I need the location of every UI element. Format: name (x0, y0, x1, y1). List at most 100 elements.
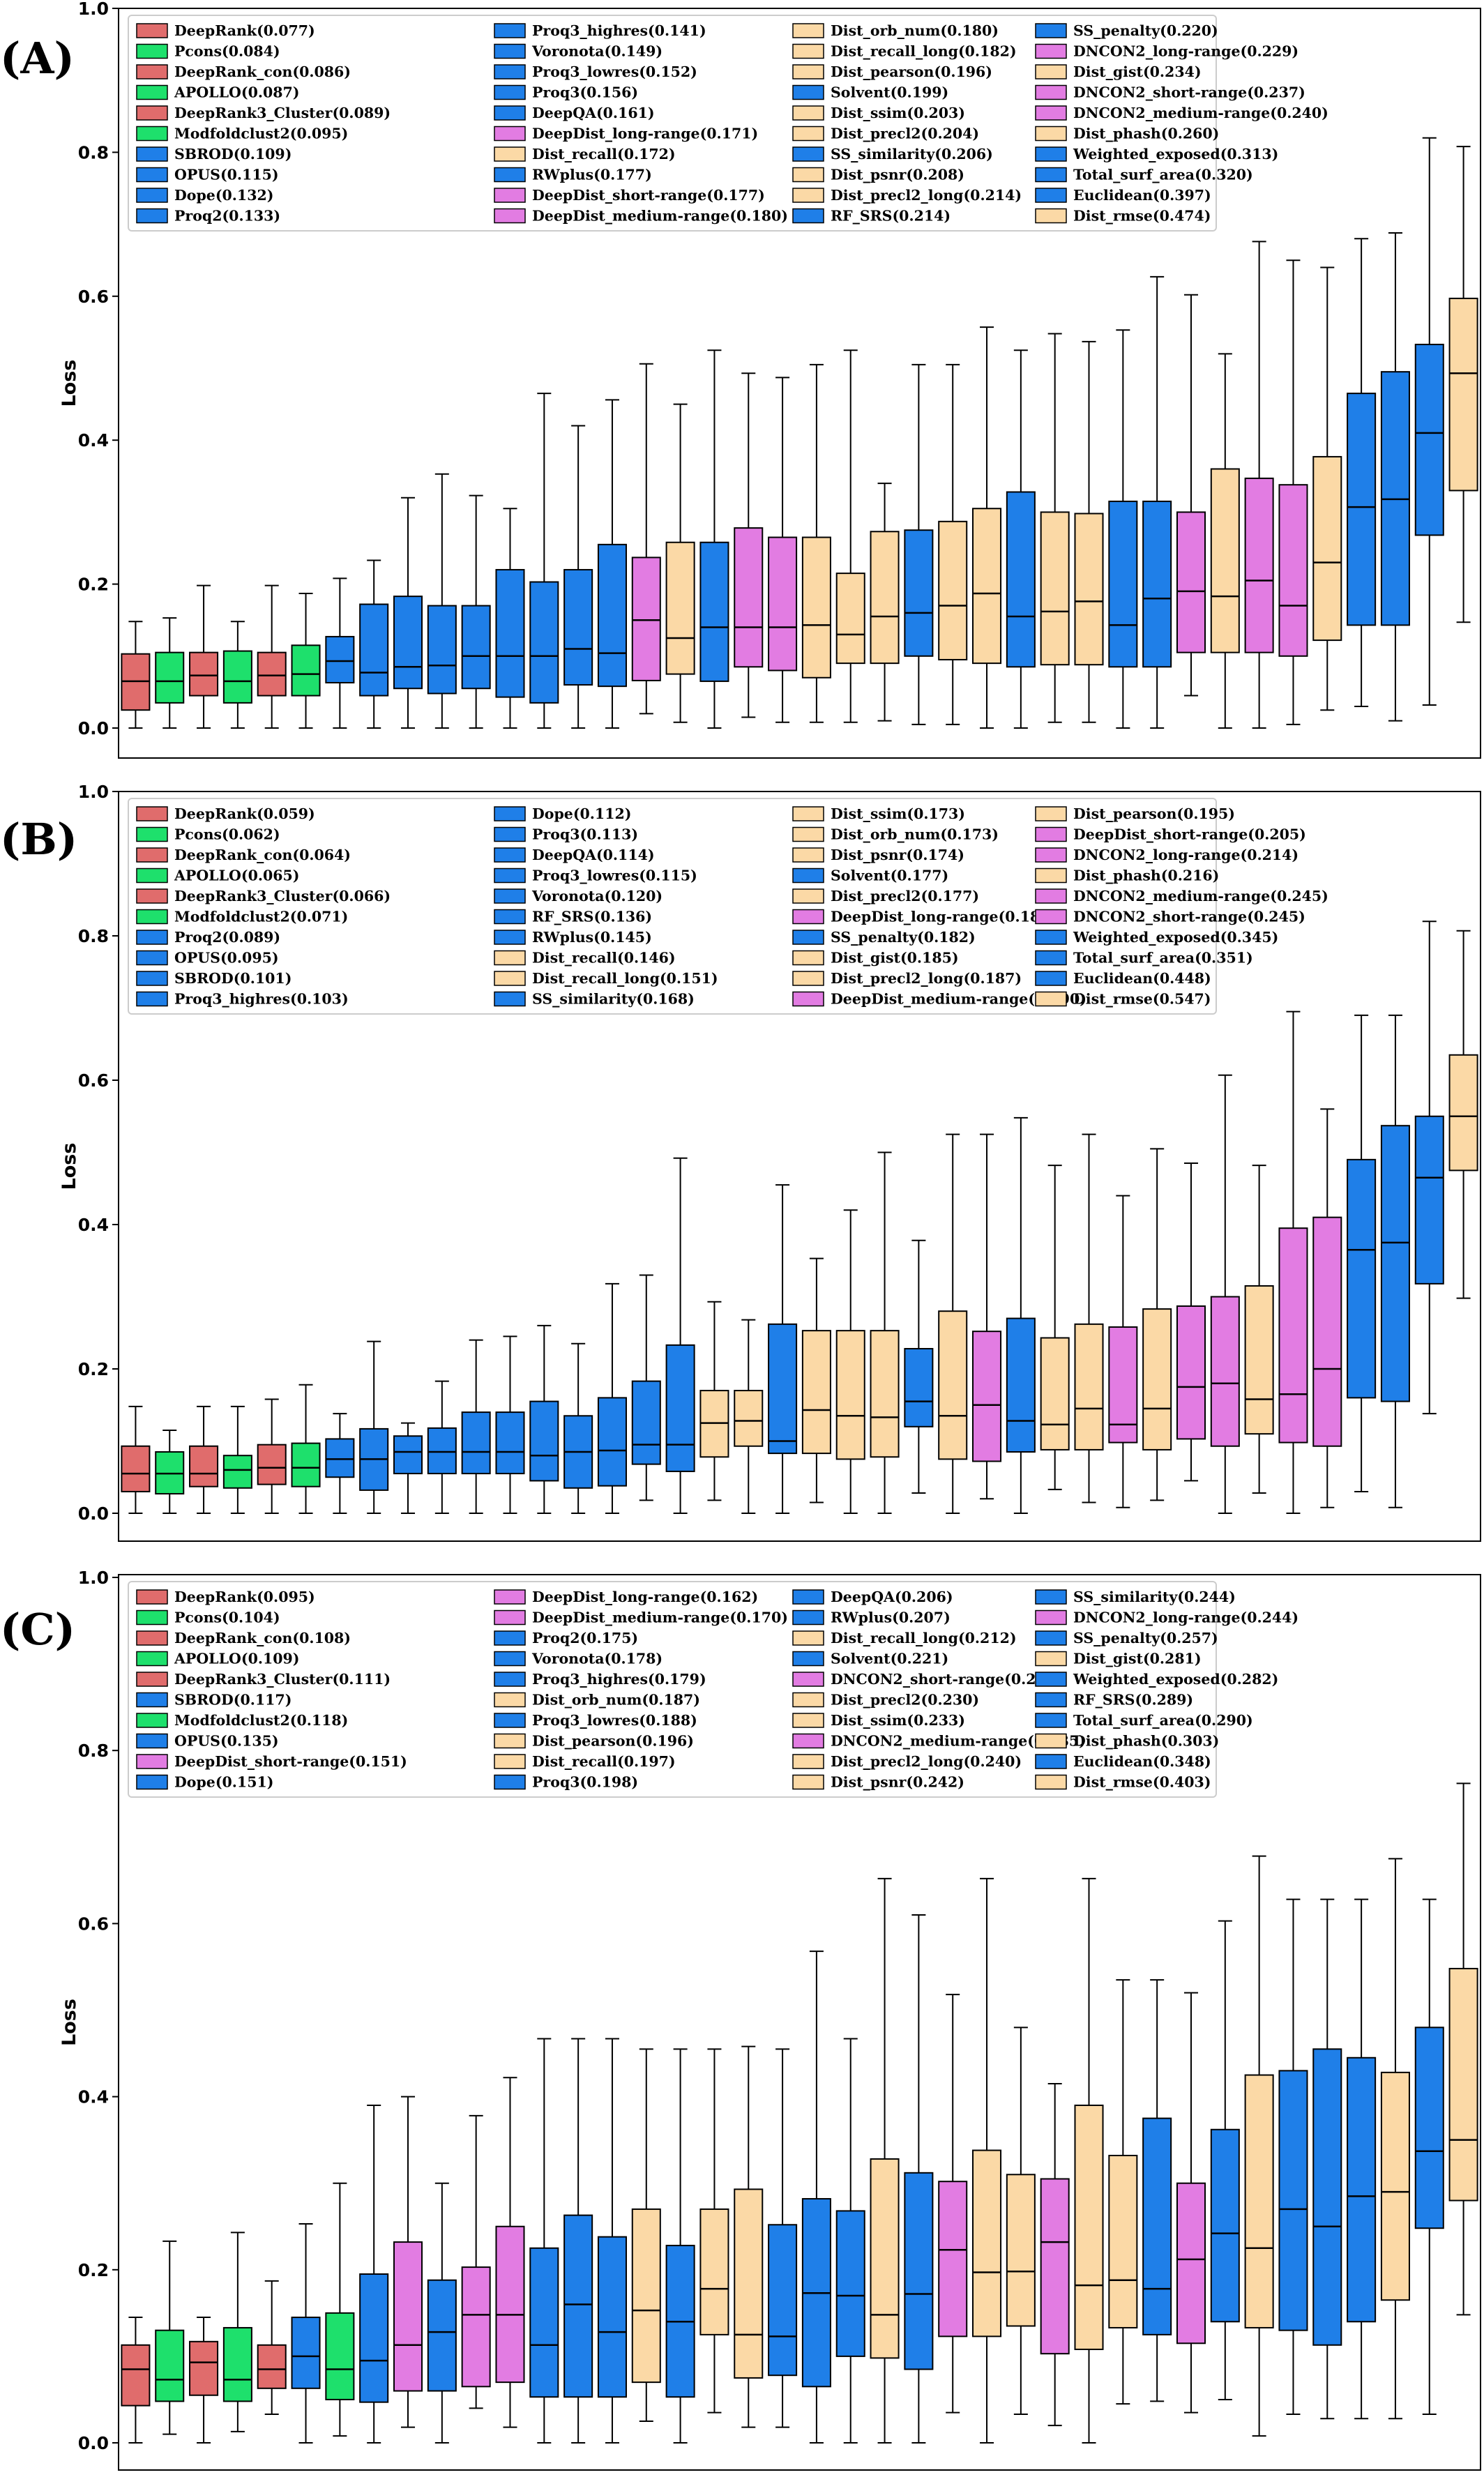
legend-swatch (494, 806, 526, 821)
legend-label: Dope(0.132) (174, 187, 273, 204)
box-plot (189, 2317, 219, 2444)
box-plot (529, 393, 559, 729)
legend-label: DNCON2_long-range(0.214) (1073, 847, 1298, 863)
legend-swatch (136, 43, 168, 59)
box-plot (1176, 1992, 1206, 2414)
box-plot (325, 577, 355, 729)
legend-item: Euclidean(0.348) (1035, 1753, 1211, 1770)
box-plot (1074, 340, 1104, 723)
legend-label: Dist_recall_long(0.182) (831, 43, 1017, 60)
legend-item: Proq2(0.089) (136, 929, 280, 946)
legend-item: Proq3(0.156) (494, 84, 638, 101)
legend-label: Dist_phash(0.260) (1073, 126, 1219, 142)
legend-swatch (792, 950, 824, 966)
legend-label: Proq2(0.175) (532, 1630, 638, 1646)
legend-label: Euclidean(0.397) (1073, 187, 1211, 204)
legend-item: Dist_recall(0.197) (494, 1753, 676, 1770)
box-iqr (291, 2317, 321, 2389)
legend-label: OPUS(0.115) (174, 167, 279, 183)
box-plot (495, 2077, 525, 2428)
box-iqr (835, 2210, 865, 2357)
box-plot (597, 399, 627, 729)
legend-label: APOLLO(0.087) (174, 84, 299, 101)
box-iqr (291, 1442, 321, 1487)
legend-item: DNCON2_short-range(0.229) (792, 1671, 1063, 1688)
legend-label: Proq2(0.089) (174, 929, 280, 946)
legend-label: Dist_rmse(0.474) (1073, 208, 1211, 225)
box-plot (1380, 1014, 1410, 1508)
box-iqr (665, 541, 695, 675)
legend-label: Voronota(0.120) (531, 888, 662, 904)
legend-swatch (1035, 1651, 1067, 1667)
legend-label: SBROD(0.109) (174, 146, 292, 162)
y-tick-label: 0.4 (78, 430, 109, 450)
legend-label: DeepQA(0.114) (532, 847, 655, 863)
legend-item: Proq3_highres(0.179) (494, 1671, 706, 1688)
legend-label: Dist_ssim(0.203) (831, 105, 965, 121)
box-iqr (972, 2149, 1002, 2338)
legend-label: DeepRank(0.077) (174, 22, 315, 39)
legend-label: DeepDist_long-range(0.171) (532, 126, 758, 142)
box-iqr (870, 531, 900, 665)
legend-label: Pcons(0.084) (174, 43, 280, 60)
legend-item: Proq3(0.113) (494, 826, 638, 843)
box-iqr (1278, 2070, 1308, 2331)
legend-item: APOLLO(0.065) (136, 868, 299, 884)
box-plot (768, 1184, 798, 1514)
legend-item: SBROD(0.101) (136, 970, 292, 987)
box-plot (1414, 137, 1444, 706)
legend-swatch (792, 826, 824, 842)
legend-item: Euclidean(0.397) (1035, 187, 1211, 204)
box-iqr (1448, 297, 1478, 492)
legend-item: DeepQA(0.161) (494, 105, 655, 121)
legend-item: Dist_ssim(0.233) (792, 1712, 965, 1729)
box-plot (734, 1319, 764, 1514)
legend-swatch (494, 167, 526, 183)
box-plot (1142, 275, 1172, 729)
legend-label: Dist_orb_num(0.180) (831, 22, 999, 39)
box-plot (359, 2105, 389, 2444)
legend-item: Modfoldclust2(0.071) (136, 909, 348, 925)
legend-label: Proq3_lowres(0.115) (532, 868, 697, 884)
box-plot (1210, 353, 1240, 729)
legend-label: RF_SRS(0.136) (532, 909, 652, 925)
legend-label: Pcons(0.062) (174, 826, 280, 843)
box-iqr (1040, 1337, 1070, 1450)
legend-item: Dist_pearson(0.196) (792, 63, 992, 80)
box-iqr (1414, 1115, 1444, 1285)
legend-swatch (136, 208, 168, 224)
legend-swatch (136, 971, 168, 986)
legend-item: SBROD(0.117) (136, 1692, 292, 1709)
legend-item: DeepDist_long-range(0.171) (494, 126, 758, 142)
y-tick-label: 0.0 (78, 718, 109, 738)
legend-item: RF_SRS(0.289) (1035, 1692, 1193, 1709)
box-iqr (938, 1310, 968, 1460)
box-iqr (801, 536, 831, 679)
box-plot (938, 1994, 968, 2414)
box-iqr (257, 2344, 287, 2389)
legend-item: Dist_recall_long(0.212) (792, 1630, 1017, 1646)
box-iqr (257, 1444, 287, 1485)
legend-label: Dist_pearson(0.195) (1073, 805, 1235, 822)
box-plot (257, 2280, 287, 2416)
legend-item: Total_surf_area(0.320) (1035, 167, 1253, 183)
legend-swatch (792, 1630, 824, 1646)
legend-label: DeepDist_long-range(0.180) (831, 909, 1057, 925)
box-iqr (1244, 2074, 1274, 2328)
legend-item: DeepDist_short-range(0.151) (136, 1753, 407, 1770)
legend-item: Dist_rmse(0.547) (1035, 991, 1211, 1008)
legend-label: DeepRank_con(0.064) (174, 847, 351, 863)
legend-label: Dist_precl2(0.177) (831, 888, 979, 904)
legend-swatch (792, 909, 824, 925)
y-tick-label: 0.6 (78, 1914, 109, 1934)
box-iqr (870, 1330, 900, 1458)
box-plot (665, 1157, 695, 1514)
legend-label: Pcons(0.104) (174, 1609, 280, 1626)
legend-swatch (1035, 23, 1067, 38)
box-plot (904, 1239, 934, 1494)
legend-item: Dist_pearson(0.196) (494, 1733, 694, 1750)
legend-swatch (136, 105, 168, 121)
legend-swatch (136, 847, 168, 863)
legend-label: Weighted_exposed(0.345) (1073, 929, 1278, 946)
